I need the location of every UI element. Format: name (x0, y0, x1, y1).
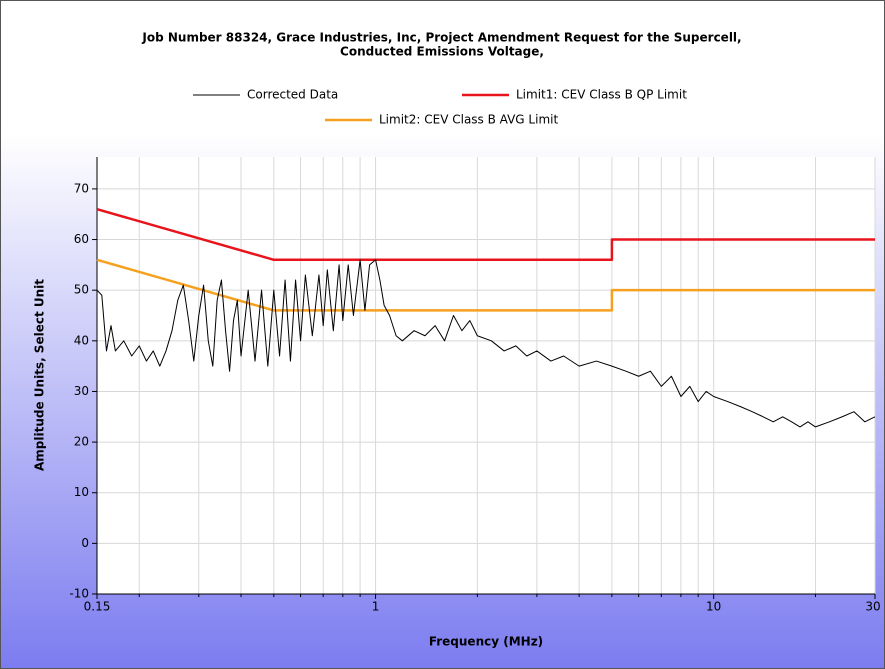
legend-label: Limit1: CEV Class B QP Limit (516, 88, 687, 102)
chart-title: Job Number 88324, Grace Industries, Inc,… (141, 31, 741, 45)
y-tick-label: 50 (74, 283, 89, 297)
plot-area (97, 157, 875, 594)
x-tick-label: 0.15 (84, 600, 111, 614)
data-line (96, 259, 876, 428)
y-axis-title: Amplitude Units, Select Unit (33, 279, 47, 471)
data-line (96, 258, 875, 312)
y-tick-label: 70 (74, 181, 89, 195)
x-tick-label: 30 (865, 600, 880, 614)
legend-label: Limit2: CEV Class B AVG Limit (379, 113, 558, 127)
x-axis-title: Frequency (MHz) (429, 635, 543, 649)
y-tick-label: 60 (74, 232, 89, 246)
x-tick-label: 1 (372, 600, 380, 614)
legend-label: Corrected Data (247, 88, 338, 102)
y-tick-label: -10 (69, 587, 89, 601)
x-tick-label: 10 (706, 600, 721, 614)
data-line (96, 207, 875, 262)
y-tick-label: 10 (74, 485, 89, 499)
y-tick-label: 30 (74, 384, 89, 398)
y-tick-label: 0 (81, 536, 89, 550)
y-tick-label: 40 (74, 333, 89, 347)
chart-title: Conducted Emissions Voltage, (340, 45, 544, 59)
y-tick-label: 20 (74, 435, 89, 449)
